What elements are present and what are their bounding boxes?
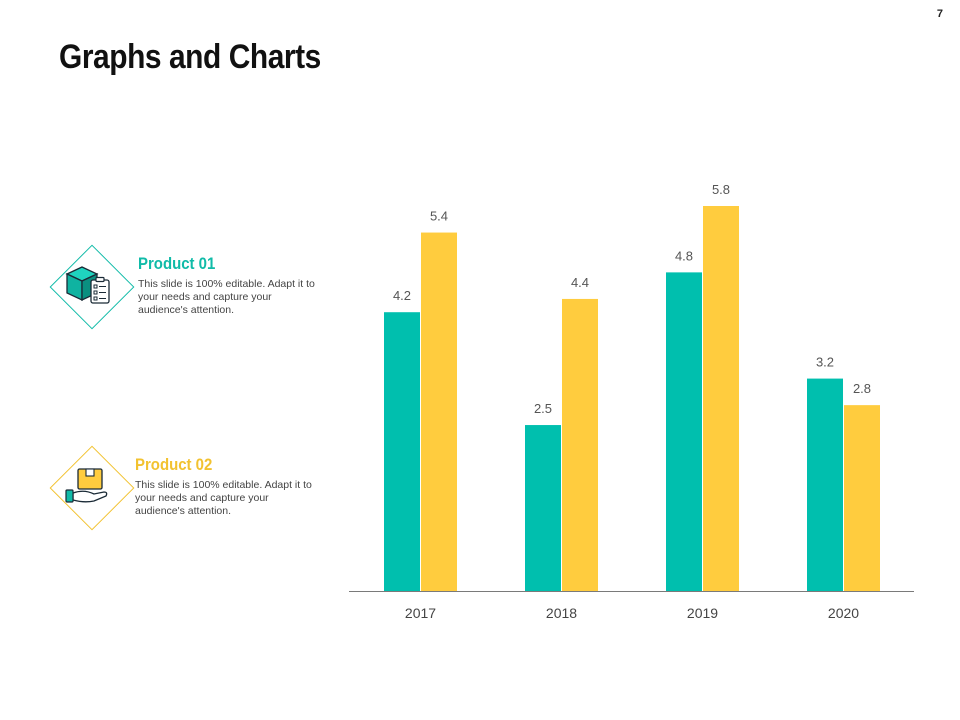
legend-name-product-01: Product 01 (138, 254, 216, 273)
data-label-product-02-2020: 2.8 (853, 381, 871, 396)
data-label-product-01-2020: 3.2 (816, 355, 834, 370)
bar-product-01-2017 (384, 312, 420, 591)
x-tick-label-2019: 2019 (687, 605, 718, 621)
bar-product-01-2018 (525, 425, 561, 591)
page-title: Graphs and Charts (59, 38, 321, 76)
data-label-product-01-2017: 4.2 (393, 288, 411, 303)
legend-name-product-02: Product 02 (135, 455, 213, 474)
legend-description-product-02: This slide is 100% editable. Adapt it to… (135, 479, 312, 517)
package-clipboard-icon (64, 262, 116, 315)
x-tick-label-2020: 2020 (828, 605, 859, 621)
data-label-product-01-2019: 4.8 (675, 248, 693, 263)
bar-product-02-2020 (844, 405, 880, 591)
data-label-product-02-2018: 4.4 (571, 275, 589, 290)
data-label-product-02-2019: 5.8 (712, 182, 730, 197)
hand-box-icon (64, 463, 116, 516)
page-number: 7 (936, 8, 943, 20)
data-label-product-02-2017: 5.4 (430, 209, 448, 224)
x-tick-label-2018: 2018 (546, 605, 577, 621)
legend-description-product-01: This slide is 100% editable. Adapt it to… (138, 278, 315, 316)
bar-product-01-2019 (666, 272, 702, 591)
bar-product-02-2017 (421, 232, 457, 591)
x-tick-label-2017: 2017 (405, 605, 436, 621)
bar-product-01-2020 (807, 378, 843, 591)
data-label-product-01-2018: 2.5 (534, 401, 552, 416)
bar-product-02-2018 (562, 298, 598, 591)
bar-product-02-2019 (703, 206, 739, 591)
